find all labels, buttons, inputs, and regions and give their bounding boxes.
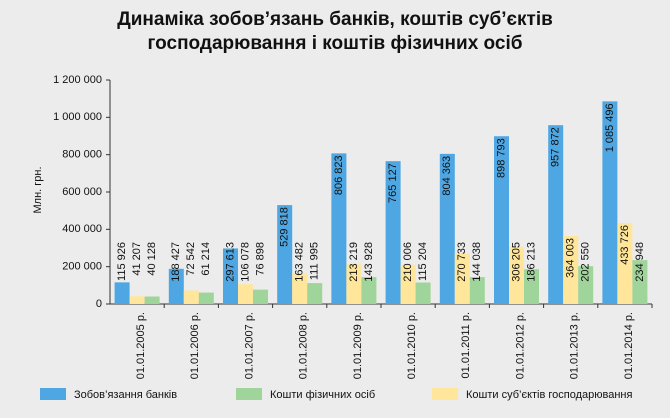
value-label: 115 204 <box>417 242 429 281</box>
value-label: 806 823 <box>333 155 345 195</box>
bar <box>632 260 648 304</box>
bar <box>385 161 401 304</box>
legend-label: Кошти суб’єктів господарювання <box>466 389 632 401</box>
bar <box>277 205 293 304</box>
value-label: 306 205 <box>510 242 522 282</box>
bar <box>494 136 509 304</box>
bar <box>307 283 323 304</box>
value-label: 898 793 <box>495 138 507 178</box>
value-label: 529 818 <box>279 207 291 247</box>
legend-swatch <box>236 388 262 400</box>
value-label: 213 219 <box>348 242 360 282</box>
bar <box>144 296 160 304</box>
value-label: 210 006 <box>402 242 414 282</box>
y-tick-label: 1 000 000 <box>53 111 102 123</box>
value-label: 144 038 <box>471 242 483 282</box>
bar <box>415 282 431 304</box>
value-label: 957 872 <box>550 127 562 167</box>
bar <box>238 284 253 304</box>
value-label: 163 482 <box>294 242 306 282</box>
x-tick-label: 01.01.2007 р. <box>243 312 255 379</box>
y-tick-label: 1 200 000 <box>53 74 102 86</box>
bar <box>454 253 470 304</box>
bar <box>563 236 579 304</box>
bar <box>198 292 214 304</box>
value-label: 111 995 <box>309 242 321 280</box>
chart-title: господарювання і коштів фізичних осіб <box>148 33 523 54</box>
bar <box>183 290 199 304</box>
bar <box>524 269 539 304</box>
value-label: 202 550 <box>580 242 592 282</box>
bar <box>617 223 633 304</box>
y-tick-label: 200 000 <box>62 261 102 273</box>
legend-label: Кошти фізичних осіб <box>270 389 375 401</box>
legend-swatch <box>40 388 66 400</box>
y-tick-label: 600 000 <box>62 186 102 198</box>
x-tick-label: 01.01.2005 р. <box>135 312 147 379</box>
value-label: 40 128 <box>146 242 158 276</box>
value-label: 804 363 <box>441 156 453 196</box>
value-label: 41 207 <box>131 242 143 276</box>
bar <box>114 282 130 304</box>
bar <box>253 289 268 304</box>
value-label: 143 928 <box>363 242 375 282</box>
x-tick-label: 01.01.2013 р. <box>569 312 581 379</box>
x-tick-label: 01.01.2014 р. <box>623 312 635 379</box>
bar <box>223 248 238 304</box>
value-label: 106 078 <box>239 242 251 282</box>
bar <box>331 153 347 304</box>
bar <box>400 264 416 304</box>
y-tick-label: 0 <box>96 298 102 310</box>
bar <box>602 101 618 304</box>
x-tick-label: 01.01.2010 р. <box>406 312 418 379</box>
bar <box>168 268 184 304</box>
bar <box>292 273 308 304</box>
value-label: 61 214 <box>200 242 212 276</box>
x-tick-label: 01.01.2009 р. <box>352 312 364 379</box>
value-label: 186 213 <box>525 242 537 282</box>
value-label: 76 898 <box>254 242 266 276</box>
y-tick-label: 800 000 <box>62 149 102 161</box>
x-tick-label: 01.01.2008 р. <box>298 312 310 379</box>
chart-title: Динаміка зобов’язань банків, коштів суб’… <box>117 9 553 30</box>
y-tick-label: 400 000 <box>62 223 102 235</box>
bar <box>509 246 524 304</box>
value-label: 364 003 <box>565 238 577 278</box>
bar <box>129 296 145 304</box>
legend-label: Зобов’язання банків <box>74 389 177 401</box>
value-label: 270 733 <box>456 242 468 282</box>
value-label: 188 427 <box>170 242 182 282</box>
value-label: 765 127 <box>387 163 399 203</box>
value-label: 115 926 <box>116 242 128 281</box>
bar <box>578 266 594 304</box>
bar <box>439 153 455 304</box>
x-tick-label: 01.01.2011 р. <box>460 312 472 378</box>
bar <box>548 125 564 304</box>
legend-swatch <box>432 388 458 400</box>
value-label: 1 085 496 <box>604 103 616 152</box>
y-axis-label: Млн. грн. <box>32 166 44 213</box>
value-label: 433 726 <box>619 225 631 265</box>
bar <box>469 277 485 304</box>
value-label: 72 542 <box>185 242 197 276</box>
bar <box>361 277 377 304</box>
value-label: 234 948 <box>634 242 646 282</box>
bar <box>346 264 362 304</box>
x-tick-label: 01.01.2012 р. <box>514 312 526 379</box>
value-label: 297 613 <box>224 242 236 282</box>
x-tick-label: 01.01.2006 р. <box>189 312 201 379</box>
